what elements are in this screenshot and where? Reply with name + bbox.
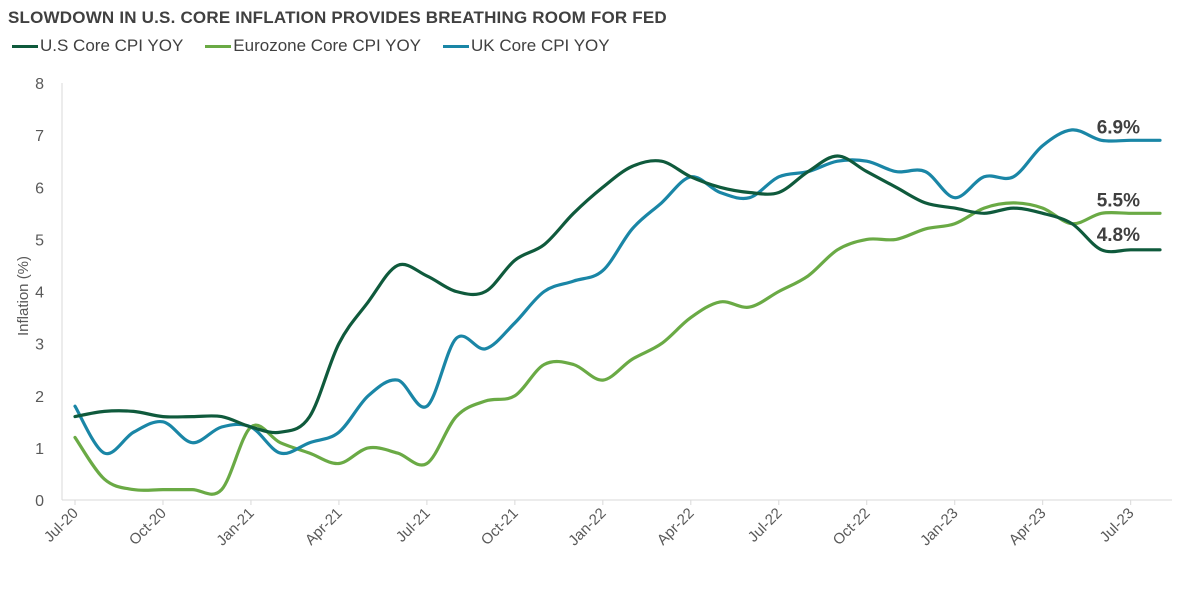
- legend-item-us: U.S Core CPI YOY: [12, 36, 183, 56]
- x-tick-label: Jan-21: [213, 505, 257, 549]
- y-tick-label: 6: [35, 180, 44, 197]
- x-tick-label: Apr-23: [1006, 505, 1050, 549]
- legend-label-us: U.S Core CPI YOY: [40, 36, 184, 55]
- y-tick-label: 1: [35, 441, 44, 458]
- y-tick-label: 0: [35, 493, 44, 510]
- legend-item-eurozone: Eurozone Core CPI YOY: [205, 36, 421, 56]
- legend-swatch-eurozone: [205, 44, 232, 48]
- series-line-eurozone: [73, 201, 1162, 496]
- legend-swatch-uk: [443, 44, 470, 48]
- y-tick-label: 2: [35, 389, 44, 406]
- x-tick-label: Apr-22: [654, 505, 698, 549]
- x-tick-label: Jul-22: [745, 505, 786, 546]
- legend-label-eurozone: Eurozone Core CPI YOY: [233, 36, 422, 55]
- end-label-us: 4.8%: [1097, 225, 1140, 246]
- y-tick-label: 5: [35, 232, 44, 249]
- chart-title: SLOWDOWN IN U.S. CORE INFLATION PROVIDES…: [8, 8, 667, 27]
- x-tick-label: Jul-20: [41, 505, 82, 546]
- x-tick-label: Oct-20: [126, 505, 170, 549]
- y-axis-label: Inflation (%): [15, 256, 32, 336]
- x-tick-label: Jul-23: [1097, 505, 1138, 546]
- end-label-eurozone: 5.5%: [1097, 190, 1140, 211]
- axes: 0 1 2 3 4 5 6 7 8 Jul-20 Oct-20 Jan-21 Apr-21 Jul-21 O…: [35, 76, 1172, 549]
- x-tick-label: Jan-22: [565, 505, 609, 549]
- legend-swatch-us: [12, 44, 38, 48]
- y-tick-label: 4: [35, 285, 44, 302]
- series-line-us: [73, 154, 1162, 435]
- legend-item-uk: UK Core CPI YOY: [443, 36, 610, 56]
- legend-label-uk: UK Core CPI YOY: [471, 36, 610, 55]
- y-tick-label: 8: [35, 76, 44, 93]
- y-tick-label: 7: [35, 128, 44, 145]
- x-tick-label: Jul-21: [393, 505, 434, 546]
- legend: U.S Core CPI YOY Eurozone Core CPI YOY U…: [12, 36, 610, 56]
- end-label-uk: 6.9%: [1097, 117, 1140, 138]
- x-tick-label: Apr-21: [302, 505, 346, 549]
- x-tick-label: Oct-21: [478, 505, 522, 549]
- x-tick-label: Jan-23: [917, 505, 961, 549]
- series-line-uk: [73, 128, 1162, 456]
- series-lines: [73, 128, 1162, 496]
- x-tick-label: Oct-22: [830, 505, 874, 549]
- end-labels: 4.8% 5.5% 6.9%: [1097, 117, 1140, 245]
- y-tick-label: 3: [35, 337, 44, 354]
